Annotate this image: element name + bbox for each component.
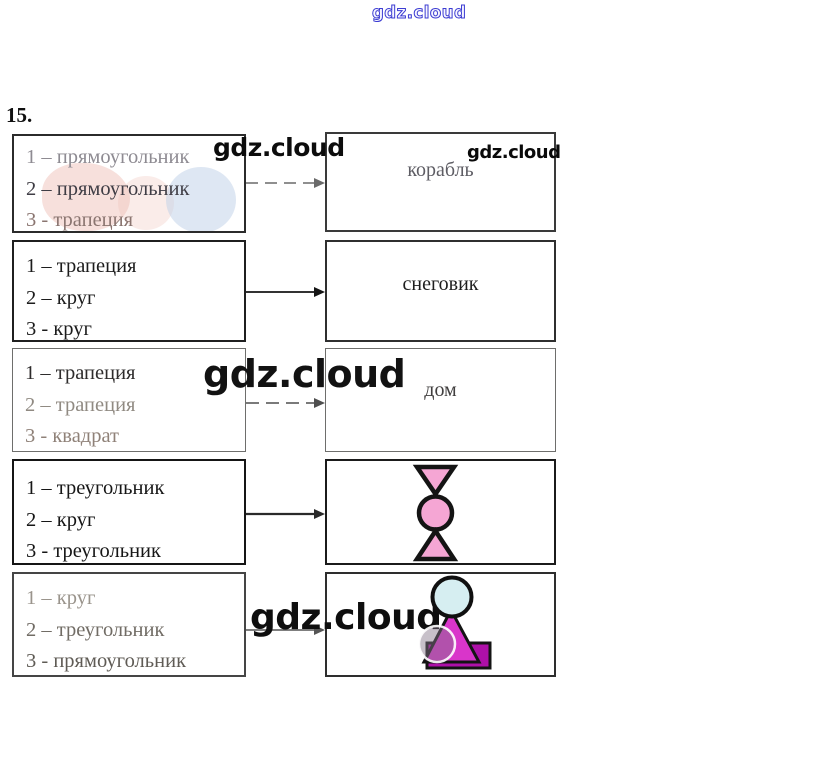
- figure-man: [417, 575, 492, 670]
- watermark-row3-big: gdz.cloud: [203, 352, 406, 396]
- arrow-2-icon: [246, 287, 325, 297]
- shape-line-5-2: 2 – треугольник: [26, 618, 165, 641]
- answer-text-2: снеговик: [402, 273, 479, 295]
- up-triangle-shape: [412, 526, 459, 562]
- shape-line-3-2: 2 – трапеция: [25, 393, 136, 416]
- figure-triangle-circle-triangle: [412, 464, 459, 562]
- arrow-4-icon: [246, 509, 325, 519]
- shape-line-5-3: 3 - прямоугольник: [26, 650, 187, 672]
- arrow-1-dashed-icon: [246, 178, 325, 188]
- circle-shape: [416, 494, 455, 532]
- shape-line-5-1: 1 – круг: [26, 587, 96, 609]
- arrow-5-icon: [246, 625, 325, 635]
- shape-line-4-1: 1 – треугольник: [26, 477, 165, 499]
- answer-box-2: снеговик: [325, 240, 556, 342]
- answer-text-3: дом: [424, 379, 457, 401]
- shapes-list-box-1: 1 – прямоугольник 2 – прямоугольник 3 - …: [12, 134, 246, 233]
- exercise-number: 15.: [6, 103, 33, 127]
- faded-logo-blob-pink: [42, 163, 130, 231]
- shape-line-3-1: 1 – трапеция: [25, 362, 136, 384]
- watermark-row1-big: gdz.cloud: [213, 133, 345, 162]
- shape-line-4-3: 3 - треугольник: [26, 540, 161, 562]
- arrow-3-dashed-icon: [246, 398, 325, 408]
- shapes-list-box-3: 1 – трапеция 2 – трапеция 3 - квадрат: [12, 348, 246, 452]
- shapes-list-box-4: 1 – треугольник 2 – круг 3 - треугольник: [12, 459, 246, 565]
- shape-line-1-1: 1 – прямоугольник: [26, 146, 190, 168]
- body-triangle-shape: [421, 606, 482, 664]
- shape-line-2-3: 3 - круг: [26, 318, 92, 340]
- faded-logo-blob-blue: [166, 167, 236, 233]
- shapes-list-box-2: 1 – трапеция 2 – круг 3 - круг: [12, 240, 246, 342]
- shape-line-2-1: 1 – трапеция: [26, 255, 137, 277]
- answer-box-4: [325, 459, 556, 565]
- watermark-row5-big: gdz.cloud: [250, 597, 442, 638]
- watermark-overlay-circle: [417, 624, 457, 664]
- answer-box-5: [325, 572, 556, 677]
- watermark-row1-small: gdz.cloud: [467, 142, 561, 163]
- answer-box-1: корабль: [325, 132, 556, 232]
- shape-line-3-3: 3 - квадрат: [25, 425, 120, 447]
- shape-line-1-2: 2 – прямоугольник: [26, 177, 190, 200]
- shape-line-1-3: 3 - трапеция: [26, 209, 134, 231]
- shape-line-4-2: 2 – круг: [26, 508, 96, 531]
- answer-text-1: корабль: [407, 159, 474, 181]
- shape-line-2-2: 2 – круг: [26, 286, 96, 309]
- head-circle-shape: [430, 575, 474, 619]
- shapes-list-box-5: 1 – круг 2 – треугольник 3 - прямоугольн…: [12, 572, 246, 677]
- answer-box-3: дом: [325, 348, 556, 452]
- watermark-top: gdz.cloud: [371, 3, 467, 23]
- faded-logo-blob-pink2: [118, 176, 174, 230]
- down-triangle-shape: [412, 464, 459, 498]
